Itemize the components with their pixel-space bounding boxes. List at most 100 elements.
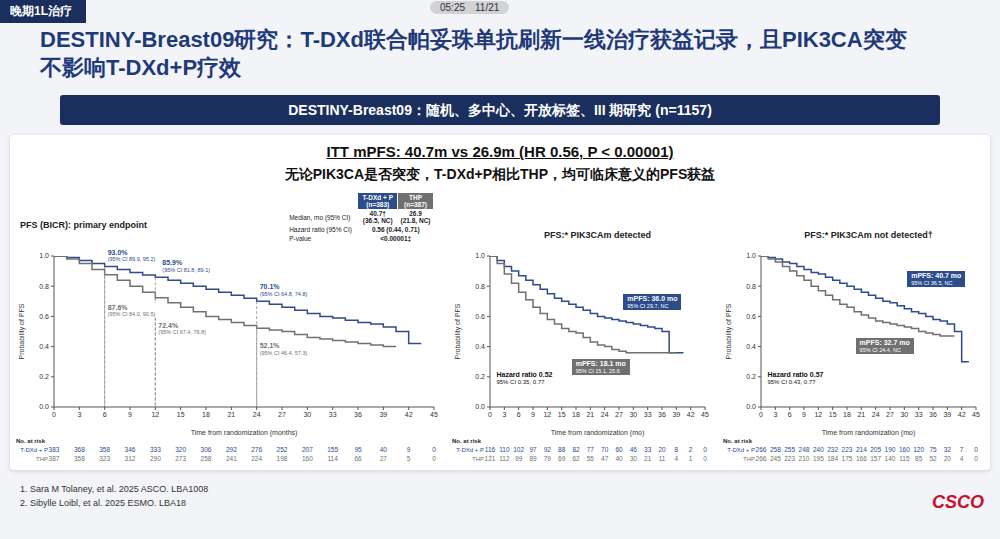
svg-text:12: 12 — [814, 411, 822, 418]
svg-text:18: 18 — [572, 411, 580, 418]
svg-text:0: 0 — [759, 411, 763, 418]
html-text:PFS:* PIK3CAm not detected†: PFS:* PIK3CAm not detected† — [804, 230, 933, 240]
svg-text:0: 0 — [52, 411, 56, 418]
svg-text:87.6%: 87.6% — [108, 304, 129, 311]
svg-text:6: 6 — [788, 411, 792, 418]
html-text:Median, mo (95% CI): Median, mo (95% CI) — [289, 213, 351, 221]
svg-text:0.2: 0.2 — [746, 373, 756, 380]
svg-text:70.1%: 70.1% — [260, 283, 281, 290]
svg-text:45: 45 — [701, 411, 709, 418]
html-text:CSCO: CSCO — [932, 492, 984, 512]
html-text:DESTINY-Breast09研究：T-DXd联合帕妥珠单: DESTINY-Breast09研究：T-DXd联合帕妥珠单抗刷新一线治疗获益记… — [40, 27, 907, 80]
svg-text:27: 27 — [615, 411, 623, 418]
svg-text:0.2: 0.2 — [475, 373, 485, 380]
svg-text:(95% CI 89.9, 95.2): (95% CI 89.9, 95.2) — [108, 256, 156, 262]
svg-text:36: 36 — [658, 411, 666, 418]
svg-text:39: 39 — [672, 411, 680, 418]
html-text:(n=387): (n=387) — [404, 201, 427, 209]
svg-text:15: 15 — [558, 411, 566, 418]
svg-text:Time from randomization (mo): Time from randomization (mo) — [822, 429, 916, 437]
html-text:05:25: 05:25 — [440, 2, 465, 13]
svg-text:0.8: 0.8 — [39, 283, 49, 290]
html-text:11/21: 11/21 — [475, 2, 500, 13]
svg-text:0: 0 — [488, 411, 492, 418]
svg-text:24: 24 — [253, 411, 261, 418]
svg-text:21: 21 — [227, 411, 235, 418]
svg-text:72.4%: 72.4% — [158, 322, 179, 329]
svg-text:1.0: 1.0 — [39, 252, 49, 259]
svg-text:21: 21 — [586, 411, 594, 418]
svg-text:Probability of PFS: Probability of PFS — [725, 303, 733, 359]
svg-text:0.4: 0.4 — [746, 343, 756, 350]
svg-text:0.6: 0.6 — [746, 313, 756, 320]
svg-text:12: 12 — [543, 411, 551, 418]
svg-text:85.9%: 85.9% — [162, 259, 183, 266]
svg-text:6: 6 — [517, 411, 521, 418]
html-text:PFS:* PIK3CAm detected: PFS:* PIK3CAm detected — [544, 230, 651, 240]
svg-text:9: 9 — [531, 411, 535, 418]
svg-text:39: 39 — [379, 411, 387, 418]
svg-text:0.0: 0.0 — [746, 403, 756, 410]
svg-text:27: 27 — [886, 411, 894, 418]
svg-text:42: 42 — [958, 411, 966, 418]
svg-text:9: 9 — [802, 411, 806, 418]
svg-text:24: 24 — [601, 411, 609, 418]
svg-text:Time from randomization (mo): Time from randomization (mo) — [551, 429, 645, 437]
svg-text:(95% CI 67.4, 76.8): (95% CI 67.4, 76.8) — [158, 329, 206, 335]
svg-text:(95% CI 81.8, 89.1): (95% CI 81.8, 89.1) — [162, 267, 210, 273]
svg-text:Time from randomization (month: Time from randomization (months) — [191, 429, 298, 437]
svg-text:33: 33 — [644, 411, 652, 418]
svg-text:9: 9 — [128, 411, 132, 418]
html-text:ITT mPFS: 40.7m vs 26.9m (HR 0: ITT mPFS: 40.7m vs 26.9m (HR 0.56, P < 0… — [326, 143, 674, 160]
svg-text:36: 36 — [929, 411, 937, 418]
svg-text:0.8: 0.8 — [475, 283, 485, 290]
svg-text:30: 30 — [629, 411, 637, 418]
svg-text:15: 15 — [829, 411, 837, 418]
svg-text:39: 39 — [943, 411, 951, 418]
svg-text:36: 36 — [354, 411, 362, 418]
svg-text:52.1%: 52.1% — [260, 342, 281, 349]
svg-text:3: 3 — [502, 411, 506, 418]
svg-text:0.4: 0.4 — [475, 343, 485, 350]
svg-text:42: 42 — [687, 411, 695, 418]
html-text:晚期1L治疗: 晚期1L治疗 — [10, 4, 72, 18]
svg-text:93.0%: 93.0% — [108, 249, 129, 256]
svg-text:0.4: 0.4 — [39, 343, 49, 350]
svg-text:33: 33 — [329, 411, 337, 418]
svg-text:1.0: 1.0 — [746, 252, 756, 259]
svg-text:(95% CI 84.0, 90.5): (95% CI 84.0, 90.5) — [108, 311, 156, 317]
svg-text:45: 45 — [430, 411, 438, 418]
svg-text:15: 15 — [177, 411, 185, 418]
svg-text:18: 18 — [202, 411, 210, 418]
svg-text:12: 12 — [151, 411, 159, 418]
svg-text:0.8: 0.8 — [746, 283, 756, 290]
svg-text:21: 21 — [857, 411, 865, 418]
svg-text:27: 27 — [278, 411, 286, 418]
svg-text:30: 30 — [900, 411, 908, 418]
svg-text:3: 3 — [773, 411, 777, 418]
svg-text:(95% CI 64.8, 74.8): (95% CI 64.8, 74.8) — [260, 291, 308, 297]
svg-text:18: 18 — [843, 411, 851, 418]
svg-text:45: 45 — [972, 411, 980, 418]
svg-text:33: 33 — [915, 411, 923, 418]
html-text:(n=383): (n=383) — [366, 201, 390, 209]
html-text:PFS (BICR): primary endpoint: PFS (BICR): primary endpoint — [20, 220, 147, 230]
svg-text:6: 6 — [103, 411, 107, 418]
html-text:无论PIK3CA是否突变，T-DXd+P相比THP，均可临床: 无论PIK3CA是否突变，T-DXd+P相比THP，均可临床意义的PFS获益 — [284, 166, 716, 182]
html-text:DESTINY-Breast09：随机、多中心、开放标签、I: DESTINY-Breast09：随机、多中心、开放标签、III 期研究 (n=… — [288, 102, 712, 118]
svg-text:Probability of PFS: Probability of PFS — [18, 303, 26, 359]
svg-text:Probability of PFS: Probability of PFS — [454, 303, 462, 359]
svg-text:42: 42 — [405, 411, 413, 418]
svg-text:1.0: 1.0 — [475, 252, 485, 259]
svg-text:24: 24 — [872, 411, 880, 418]
svg-text:0.6: 0.6 — [475, 313, 485, 320]
svg-text:0.0: 0.0 — [475, 403, 485, 410]
svg-text:0.0: 0.0 — [39, 403, 49, 410]
svg-text:0.2: 0.2 — [39, 373, 49, 380]
html-text:1. Sara M Tolaney, et al. 2025: 1. Sara M Tolaney, et al. 2025 ASCO. LBA… — [20, 484, 209, 494]
svg-text:30: 30 — [303, 411, 311, 418]
html-text:2. Sibylle Loibl, et al. 2025: 2. Sibylle Loibl, et al. 2025 ESMO. LBA1… — [20, 498, 187, 508]
svg-text:(95% CI 46.4, 57.3): (95% CI 46.4, 57.3) — [260, 350, 308, 356]
svg-text:3: 3 — [77, 411, 81, 418]
svg-text:0.6: 0.6 — [39, 313, 49, 320]
